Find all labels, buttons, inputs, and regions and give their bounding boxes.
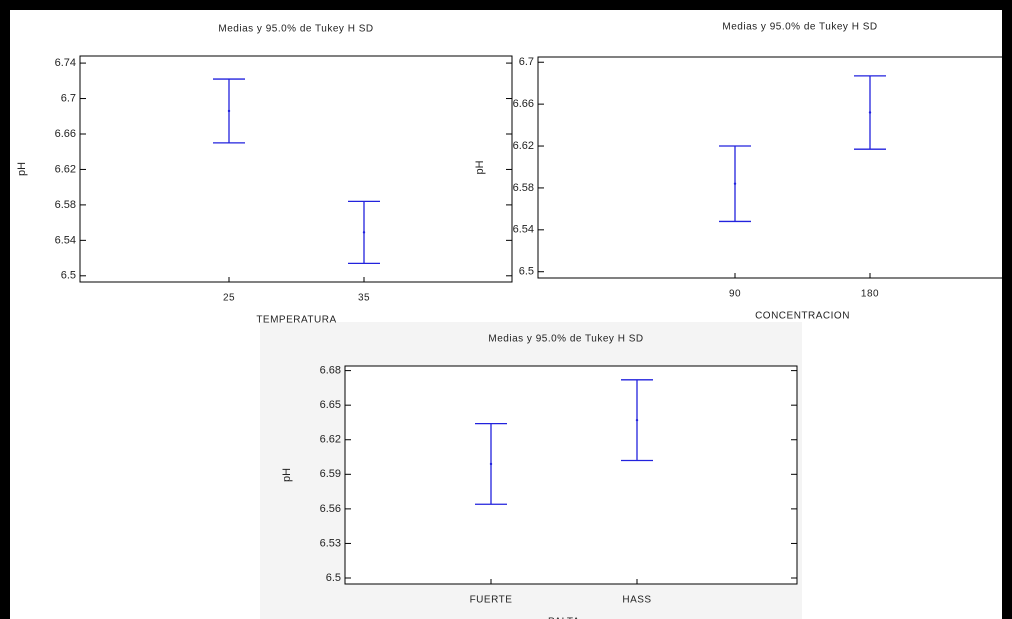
x-tick-label: 25 [223, 293, 235, 304]
x-axis-label: TEMPERATURA [256, 315, 336, 326]
y-tick-label: 6.54 [513, 224, 534, 236]
plot-area [344, 365, 798, 585]
y-axis-label: pH [281, 468, 293, 482]
plot-area [79, 55, 513, 283]
x-axis-label: PALTA [548, 617, 580, 619]
y-tick-label: 6.74 [55, 57, 76, 69]
mean-point [227, 109, 231, 113]
x-axis-label: CONCENTRACION [755, 311, 850, 322]
y-tick-label: 6.58 [513, 182, 534, 194]
y-tick-label: 6.62 [513, 140, 534, 152]
plot-area [537, 56, 1012, 279]
y-tick-label: 6.65 [320, 399, 341, 411]
y-tick-label: 6.7 [519, 56, 534, 68]
mean-point [635, 418, 639, 422]
x-tick-label: 35 [358, 293, 370, 304]
mean-point [733, 182, 737, 185]
x-tick-label: FUERTE [470, 595, 513, 606]
y-tick-label: 6.62 [320, 434, 341, 446]
x-tick-label: HASS [622, 595, 651, 606]
chart-title: Medias y 95.0% de Tukey H SD [488, 334, 643, 345]
chart-title: Medias y 95.0% de Tukey H SD [722, 22, 877, 33]
y-axis-label: pH [16, 162, 28, 176]
y-tick-label: 6.66 [513, 98, 534, 110]
y-tick-label: 6.5 [326, 572, 341, 584]
y-tick-label: 6.5 [519, 266, 534, 278]
y-tick-label: 6.54 [55, 234, 76, 246]
x-tick-label: 180 [861, 289, 879, 300]
chart-title: Medias y 95.0% de Tukey H SD [218, 24, 373, 35]
y-tick-label: 6.68 [320, 365, 341, 377]
mean-point [489, 462, 493, 466]
mean-point [868, 111, 872, 114]
y-tick-label: 6.59 [320, 468, 341, 480]
y-tick-label: 6.66 [55, 128, 76, 140]
mean-point [362, 231, 366, 234]
y-axis-label: pH [474, 160, 486, 174]
y-tick-label: 6.53 [320, 537, 341, 549]
y-tick-label: 6.58 [55, 199, 76, 211]
y-tick-label: 6.62 [55, 163, 76, 175]
y-tick-label: 6.56 [320, 503, 341, 515]
y-tick-label: 6.7 [61, 92, 76, 104]
x-tick-label: 90 [729, 289, 741, 300]
y-tick-label: 6.5 [61, 270, 76, 282]
